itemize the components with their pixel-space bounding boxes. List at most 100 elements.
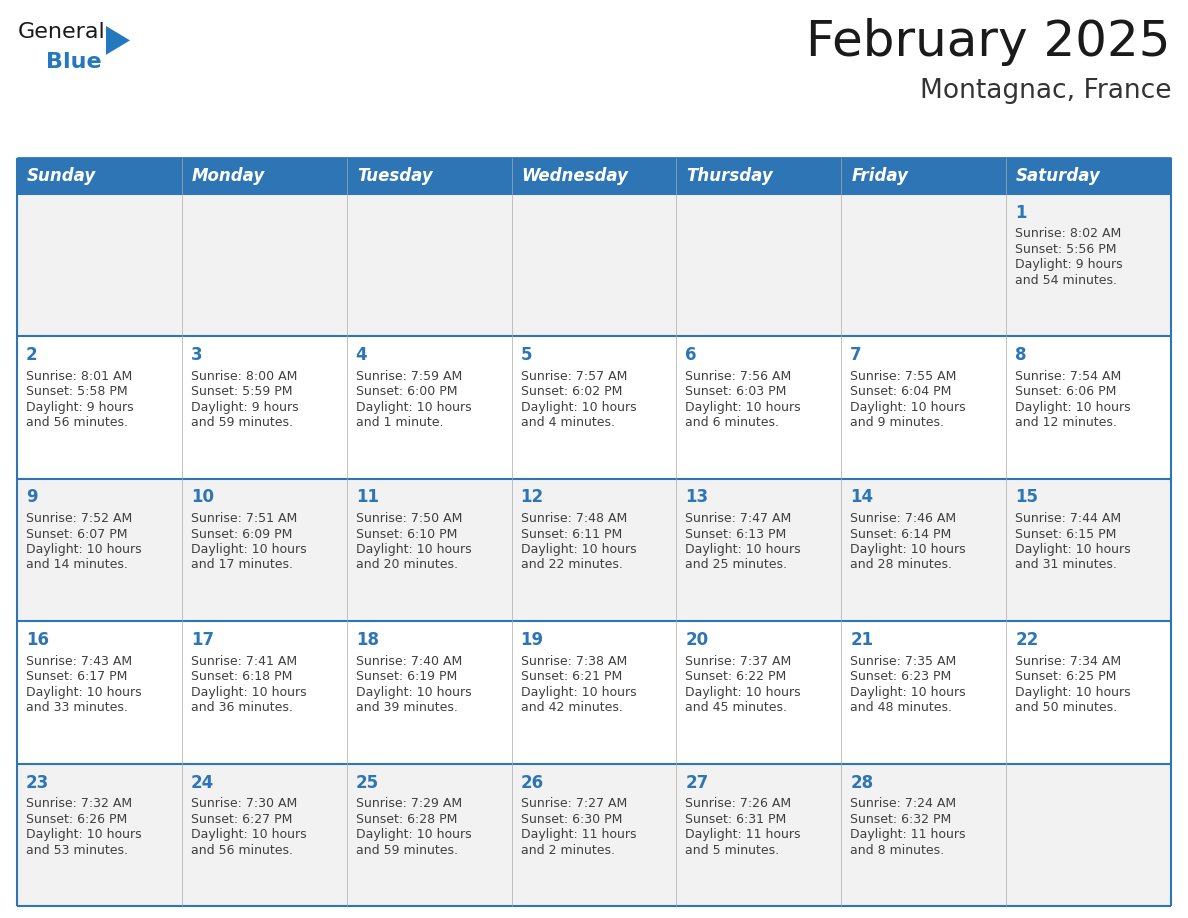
Text: Daylight: 10 hours: Daylight: 10 hours [685,400,801,413]
Text: and 8 minutes.: and 8 minutes. [851,844,944,856]
Text: Sunrise: 7:54 AM: Sunrise: 7:54 AM [1015,370,1121,383]
Text: 12: 12 [520,488,544,507]
Text: Sunrise: 8:01 AM: Sunrise: 8:01 AM [26,370,132,383]
Text: Sunrise: 7:29 AM: Sunrise: 7:29 AM [355,797,462,810]
Text: Sunrise: 7:56 AM: Sunrise: 7:56 AM [685,370,791,383]
Text: 1: 1 [1015,204,1026,221]
Text: Sunset: 6:02 PM: Sunset: 6:02 PM [520,385,623,398]
Text: and 48 minutes.: and 48 minutes. [851,701,953,714]
Text: Daylight: 11 hours: Daylight: 11 hours [851,828,966,841]
Text: Sunrise: 7:27 AM: Sunrise: 7:27 AM [520,797,627,810]
Text: 6: 6 [685,346,697,364]
Text: 11: 11 [355,488,379,507]
Text: 19: 19 [520,631,544,649]
Text: and 42 minutes.: and 42 minutes. [520,701,623,714]
Text: Daylight: 10 hours: Daylight: 10 hours [685,686,801,699]
Text: 17: 17 [191,631,214,649]
Text: and 59 minutes.: and 59 minutes. [191,416,293,429]
Text: Sunrise: 7:34 AM: Sunrise: 7:34 AM [1015,655,1121,667]
Text: Sunset: 6:03 PM: Sunset: 6:03 PM [685,385,786,398]
Text: Sunset: 5:59 PM: Sunset: 5:59 PM [191,385,292,398]
Text: Daylight: 10 hours: Daylight: 10 hours [1015,543,1131,556]
Bar [1006,158,1171,194]
Text: 23: 23 [26,774,49,791]
Text: and 14 minutes.: and 14 minutes. [26,558,128,572]
Text: Blue: Blue [46,52,102,72]
Text: 24: 24 [191,774,214,791]
Text: Daylight: 10 hours: Daylight: 10 hours [26,686,141,699]
Text: 3: 3 [191,346,202,364]
Text: Daylight: 10 hours: Daylight: 10 hours [851,543,966,556]
Text: Sunset: 6:32 PM: Sunset: 6:32 PM [851,812,952,825]
Bar [17,336,1171,478]
Text: and 56 minutes.: and 56 minutes. [26,416,128,429]
Text: Daylight: 10 hours: Daylight: 10 hours [191,828,307,841]
Text: Sunrise: 7:46 AM: Sunrise: 7:46 AM [851,512,956,525]
Text: and 9 minutes.: and 9 minutes. [851,416,944,429]
Text: Sunset: 6:14 PM: Sunset: 6:14 PM [851,528,952,541]
Text: Sunrise: 7:51 AM: Sunrise: 7:51 AM [191,512,297,525]
Text: Sunset: 6:06 PM: Sunset: 6:06 PM [1015,385,1117,398]
Text: Thursday: Thursday [687,167,773,185]
Bar [17,621,1171,764]
Polygon shape [106,26,129,55]
Text: Sunset: 6:26 PM: Sunset: 6:26 PM [26,812,127,825]
Text: Sunset: 6:21 PM: Sunset: 6:21 PM [520,670,621,683]
Text: Sunrise: 7:38 AM: Sunrise: 7:38 AM [520,655,627,667]
Bar [17,158,182,194]
Text: 16: 16 [26,631,49,649]
Text: and 4 minutes.: and 4 minutes. [520,416,614,429]
Text: and 12 minutes.: and 12 minutes. [1015,416,1117,429]
Text: Daylight: 10 hours: Daylight: 10 hours [520,400,637,413]
Text: and 53 minutes.: and 53 minutes. [26,844,128,856]
Text: Sunrise: 7:37 AM: Sunrise: 7:37 AM [685,655,791,667]
Text: Daylight: 10 hours: Daylight: 10 hours [685,543,801,556]
Text: Sunrise: 7:35 AM: Sunrise: 7:35 AM [851,655,956,667]
Text: Sunset: 6:09 PM: Sunset: 6:09 PM [191,528,292,541]
Text: Daylight: 10 hours: Daylight: 10 hours [355,543,472,556]
Bar [17,478,1171,621]
Text: Daylight: 9 hours: Daylight: 9 hours [26,400,133,413]
Bar [17,764,1171,906]
Text: Sunrise: 7:24 AM: Sunrise: 7:24 AM [851,797,956,810]
Bar [347,158,512,194]
Text: 5: 5 [520,346,532,364]
Text: and 39 minutes.: and 39 minutes. [355,701,457,714]
Text: and 20 minutes.: and 20 minutes. [355,558,457,572]
Text: Sunset: 6:31 PM: Sunset: 6:31 PM [685,812,786,825]
Text: and 33 minutes.: and 33 minutes. [26,701,128,714]
Text: 7: 7 [851,346,862,364]
Text: Sunset: 6:10 PM: Sunset: 6:10 PM [355,528,457,541]
Text: Sunrise: 7:57 AM: Sunrise: 7:57 AM [520,370,627,383]
Text: Sunset: 6:19 PM: Sunset: 6:19 PM [355,670,457,683]
Text: Daylight: 10 hours: Daylight: 10 hours [191,543,307,556]
Text: Sunrise: 7:41 AM: Sunrise: 7:41 AM [191,655,297,667]
Text: 20: 20 [685,631,708,649]
Text: Sunrise: 7:44 AM: Sunrise: 7:44 AM [1015,512,1121,525]
Text: 26: 26 [520,774,544,791]
Text: and 2 minutes.: and 2 minutes. [520,844,614,856]
Text: Tuesday: Tuesday [356,167,432,185]
Text: Sunrise: 7:48 AM: Sunrise: 7:48 AM [520,512,627,525]
Text: Sunset: 6:28 PM: Sunset: 6:28 PM [355,812,457,825]
Text: Daylight: 10 hours: Daylight: 10 hours [191,686,307,699]
Text: and 28 minutes.: and 28 minutes. [851,558,953,572]
Text: Sunset: 6:25 PM: Sunset: 6:25 PM [1015,670,1117,683]
Text: Sunrise: 7:50 AM: Sunrise: 7:50 AM [355,512,462,525]
Text: Montagnac, France: Montagnac, France [920,78,1171,104]
Text: and 1 minute.: and 1 minute. [355,416,443,429]
Text: Friday: Friday [852,167,909,185]
Text: Daylight: 11 hours: Daylight: 11 hours [520,828,636,841]
Text: Monday: Monday [191,167,265,185]
Text: Daylight: 10 hours: Daylight: 10 hours [355,828,472,841]
Text: Sunset: 6:04 PM: Sunset: 6:04 PM [851,385,952,398]
Text: Sunrise: 8:00 AM: Sunrise: 8:00 AM [191,370,297,383]
Text: Sunset: 6:13 PM: Sunset: 6:13 PM [685,528,786,541]
Text: Sunset: 6:17 PM: Sunset: 6:17 PM [26,670,127,683]
Text: and 6 minutes.: and 6 minutes. [685,416,779,429]
Text: Daylight: 10 hours: Daylight: 10 hours [1015,686,1131,699]
Text: Daylight: 9 hours: Daylight: 9 hours [1015,258,1123,271]
Text: Daylight: 10 hours: Daylight: 10 hours [26,828,141,841]
Text: Sunrise: 8:02 AM: Sunrise: 8:02 AM [1015,227,1121,240]
Text: Sunrise: 7:40 AM: Sunrise: 7:40 AM [355,655,462,667]
